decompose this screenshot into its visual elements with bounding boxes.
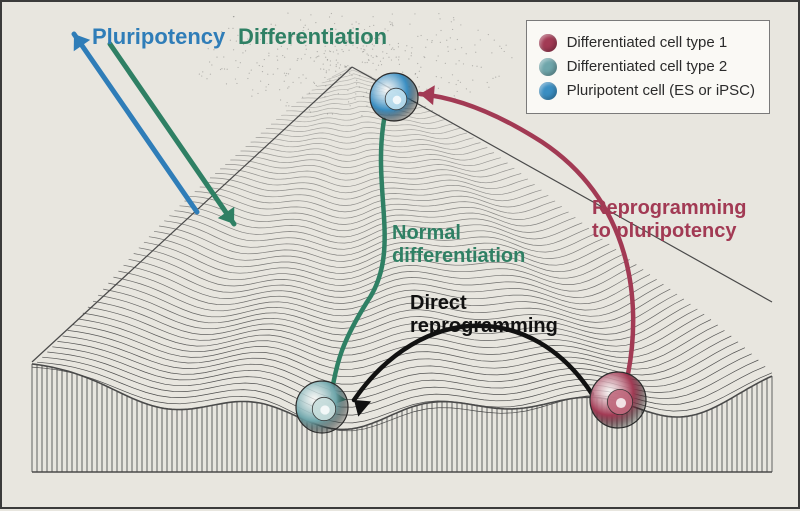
figure-frame: Differentiated cell type 1 Differentiate… <box>0 0 800 509</box>
arrow-differentiation-axis <box>110 44 234 224</box>
legend-box: Differentiated cell type 1 Differentiate… <box>526 20 770 114</box>
label-direct-reprogramming: Direct reprogramming <box>410 292 558 338</box>
legend-dot-2 <box>539 58 557 76</box>
label-normal-differentiation: Normal differentiation <box>392 222 525 268</box>
label-differentiation: Differentiation <box>238 24 387 50</box>
legend-item-1: Differentiated cell type 1 <box>539 31 755 55</box>
landscape-front-hatch <box>32 364 772 472</box>
cell-type1 <box>590 372 646 428</box>
legend-dot-3 <box>539 82 557 100</box>
cell-type2 <box>296 381 348 433</box>
legend-label-2: Differentiated cell type 2 <box>567 55 728 79</box>
arrow-pluripotency <box>74 34 197 212</box>
cell-pluripotent <box>370 73 418 121</box>
legend-label-3: Pluripotent cell (ES or iPSC) <box>567 79 755 103</box>
legend-item-2: Differentiated cell type 2 <box>539 55 755 79</box>
label-reprogramming-pluripotency: Reprogramming to pluripotency <box>592 197 746 243</box>
label-pluripotency: Pluripotency <box>92 24 225 50</box>
legend-label-1: Differentiated cell type 1 <box>567 31 728 55</box>
legend-item-3: Pluripotent cell (ES or iPSC) <box>539 79 755 103</box>
legend-dot-1 <box>539 34 557 52</box>
